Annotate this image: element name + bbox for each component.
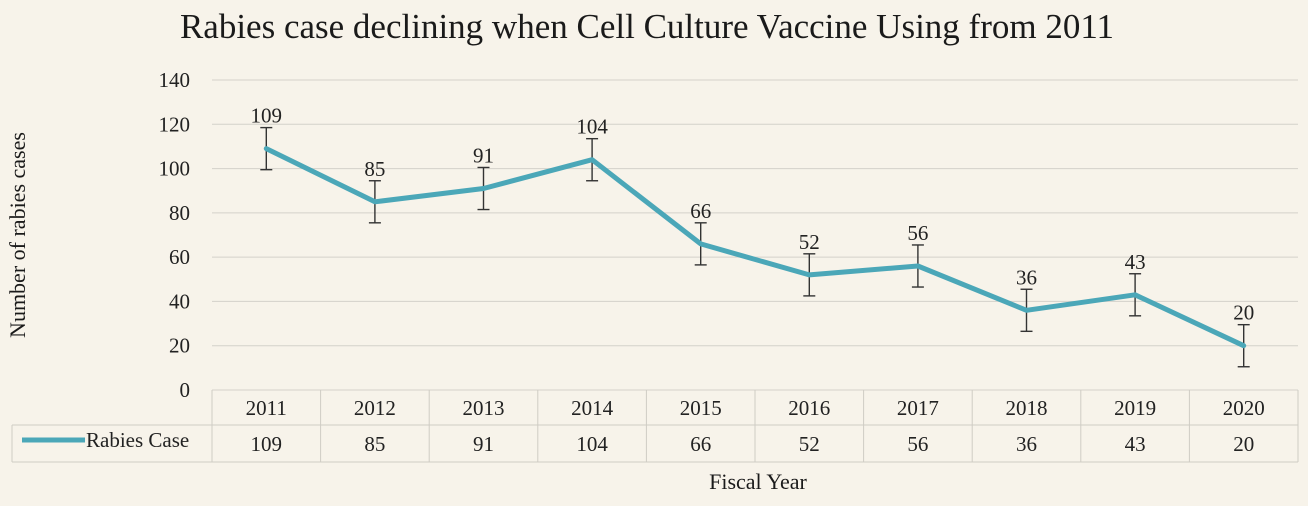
y-tick-labels: 0 20 40 60 80 100 120 140 (159, 68, 191, 402)
table-value-cell: 36 (1016, 432, 1037, 456)
table-value-cell: 52 (799, 432, 820, 456)
table-value-cell: 43 (1125, 432, 1146, 456)
x-category-label: 2015 (680, 396, 722, 420)
chart-title: Rabies case declining when Cell Culture … (180, 7, 1114, 46)
table-value-cell: 56 (907, 432, 928, 456)
data-label: 104 (576, 115, 608, 139)
table-value-cell: 91 (473, 432, 494, 456)
x-category-label: 2014 (571, 396, 614, 420)
data-label: 109 (251, 104, 283, 128)
y-tick-label: 120 (159, 112, 191, 136)
x-category-label: 2018 (1006, 396, 1048, 420)
data-label: 56 (907, 221, 928, 245)
y-tick-label: 0 (180, 378, 191, 402)
x-axis-label: Fiscal Year (709, 469, 807, 494)
x-category-label: 2013 (463, 396, 505, 420)
y-tick-label: 80 (169, 201, 190, 225)
x-category-label: 2020 (1223, 396, 1265, 420)
data-label: 91 (473, 143, 494, 167)
table-value-cell: 109 (251, 432, 283, 456)
data-label: 36 (1016, 265, 1037, 289)
error-bars (260, 126, 1250, 368)
table-value-cell: 104 (576, 432, 608, 456)
x-category-label: 2012 (354, 396, 396, 420)
series-line-rabies-case (263, 146, 1247, 349)
data-labels: 109 85 91 104 66 52 56 36 43 20 (251, 104, 1255, 325)
y-tick-label: 20 (169, 334, 190, 358)
y-tick-label: 40 (169, 289, 190, 313)
legend-series-label: Rabies Case (86, 428, 189, 452)
table-value-cell: 66 (690, 432, 711, 456)
y-tick-label: 140 (159, 68, 191, 92)
data-label: 66 (690, 199, 711, 223)
data-table: Rabies Case 2011 109 2012 85 2013 91 2014 104 20… (11, 390, 1299, 463)
x-category-label: 2016 (788, 396, 830, 420)
y-tick-label: 60 (169, 245, 190, 269)
gridlines (212, 79, 1298, 391)
y-tick-label: 100 (159, 157, 191, 181)
x-category-label: 2017 (897, 396, 939, 420)
x-category-label: 2019 (1114, 396, 1156, 420)
y-axis-label: Number of rabies cases (5, 132, 30, 338)
data-label: 43 (1125, 250, 1146, 274)
table-value-cell: 85 (364, 432, 385, 456)
x-category-label: 2011 (246, 396, 287, 420)
data-label: 85 (364, 157, 385, 181)
data-label: 52 (799, 230, 820, 254)
series-line-group (263, 146, 1247, 349)
legend-entry: Rabies Case (22, 428, 189, 452)
data-label: 20 (1233, 301, 1254, 325)
table-value-cell: 20 (1233, 432, 1254, 456)
